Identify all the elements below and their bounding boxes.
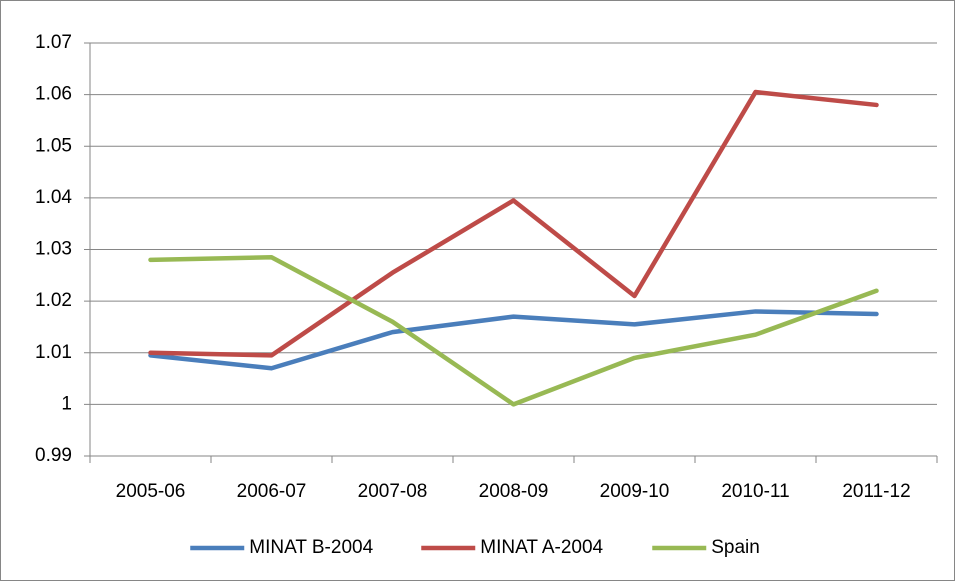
- y-tick-label: 1.03: [35, 239, 72, 260]
- x-tick-label: 2005-06: [116, 481, 186, 502]
- x-tick-label: 2006-07: [237, 481, 307, 502]
- legend-label: MINAT B-2004: [249, 537, 373, 558]
- x-tick-label: 2009-10: [600, 481, 670, 502]
- legend-label: Spain: [711, 537, 760, 558]
- y-tick-label: 1: [61, 393, 72, 414]
- y-tick-label: 1.06: [35, 84, 72, 105]
- series-line: [148, 254, 879, 407]
- y-tick-label: 1.05: [35, 135, 72, 156]
- x-tick-label: 2011-12: [842, 481, 910, 502]
- y-tick-label: 1.02: [35, 290, 72, 311]
- y-tick-label: 1.07: [35, 32, 72, 53]
- y-tick-label: 1.04: [35, 187, 72, 208]
- x-tick-label: 2008-09: [479, 481, 549, 502]
- legend-label: MINAT A-2004: [480, 537, 603, 558]
- x-tick-label: 2007-08: [358, 481, 428, 502]
- y-tick-label: 1.01: [35, 342, 72, 363]
- series-line: [148, 89, 879, 358]
- x-tick-label: 2010-11: [721, 481, 789, 502]
- y-tick-label: 0.99: [35, 445, 72, 466]
- series-line: [148, 309, 879, 371]
